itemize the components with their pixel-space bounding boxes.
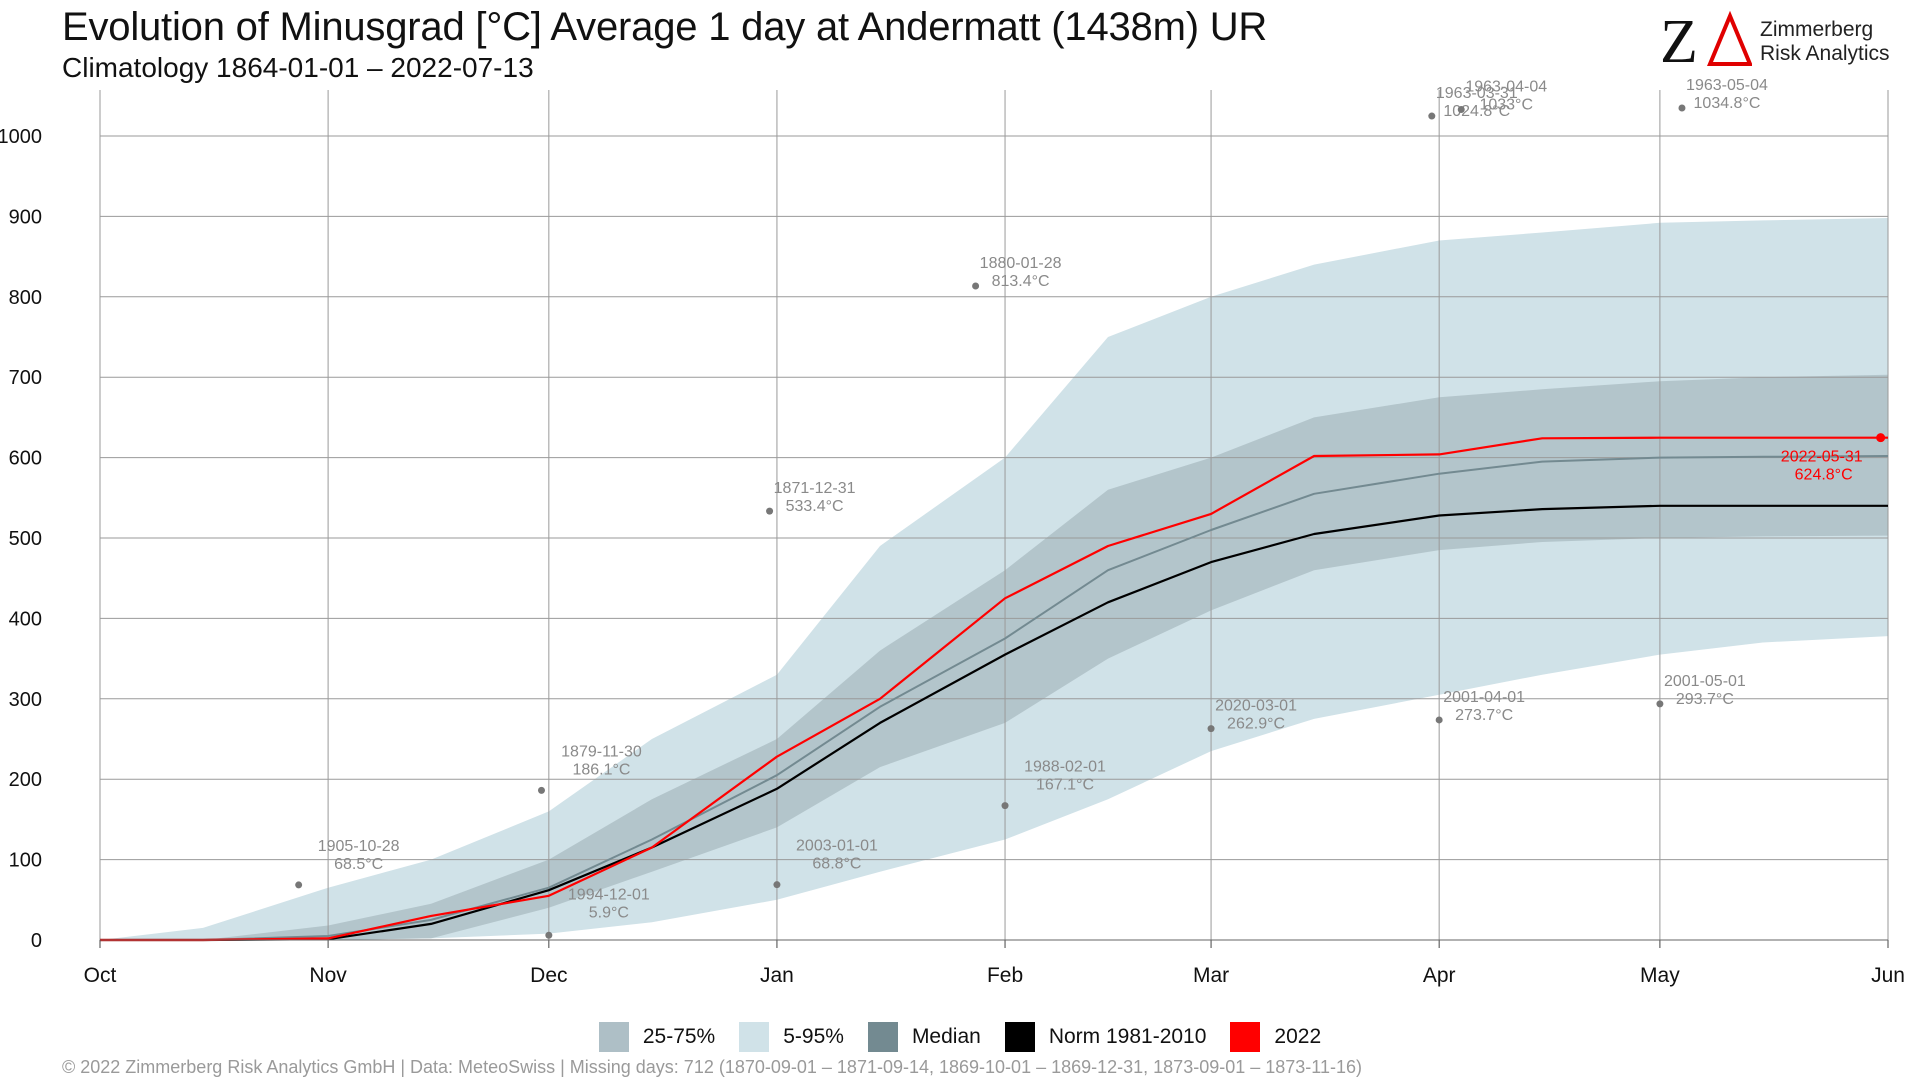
legend-item: 2022: [1230, 1022, 1321, 1052]
y-tick-label: 100: [9, 850, 42, 872]
annotation-dot: [1001, 802, 1009, 810]
x-tick-label: Feb: [987, 964, 1023, 987]
annotation-dot: [766, 507, 774, 515]
y-tick-label: 800: [9, 287, 42, 309]
annotation-value-label: 5.9°C: [589, 904, 629, 921]
annotation-value-label: 68.5°C: [334, 856, 383, 873]
x-tick-label: Jun: [1871, 964, 1905, 987]
bands-layer: [100, 218, 1888, 940]
annotation-date-label: 1963-05-04: [1686, 77, 1768, 94]
y-tick-label: 700: [9, 367, 42, 389]
legend-swatch: [739, 1022, 770, 1052]
legend-item: 5-95%: [739, 1022, 844, 1052]
axes-layer: 0 100 200 300 400 500 600 700 800 900 1000 Oct Nov De…: [0, 126, 1905, 987]
annotation-value-label: 533.4°C: [786, 498, 844, 515]
annotation-date-label: 1880-01-28: [980, 255, 1062, 272]
lines-layer: [100, 436, 1889, 942]
y-tick-label: 300: [9, 689, 42, 711]
annotation-dot: [1678, 104, 1686, 112]
annotation-date-label: 1879-11-30: [561, 743, 642, 760]
annotation-value-label: 1034.8°C: [1694, 95, 1761, 112]
logo-z-letter: Z: [1660, 8, 1698, 72]
grid-layer: [99, 90, 1889, 941]
za-logo-icon: Z: [1660, 8, 1752, 72]
legend-swatch: [1004, 1022, 1035, 1052]
legend-label: 2022: [1274, 1025, 1322, 1048]
brand-name-line2: Risk Analytics: [1760, 42, 1890, 65]
annotation-value-label: 186.1°C: [572, 761, 630, 778]
legend-swatch: [867, 1022, 898, 1052]
annotation-value-label: 262.9°C: [1227, 716, 1285, 733]
brand-logo: Z Zimmerberg Risk Analytics: [1660, 8, 1910, 72]
legend-item: Norm 1981-2010: [1004, 1022, 1207, 1052]
legend-label: 25-75%: [642, 1025, 716, 1048]
legend-swatch: [1230, 1022, 1261, 1052]
y-tick-label: 500: [9, 528, 42, 550]
y-tick-label: 0: [31, 930, 42, 952]
y-tick-label: 900: [9, 206, 42, 228]
x-tick-label: Dec: [530, 964, 567, 987]
annotation-value-label: 167.1°C: [1036, 777, 1094, 794]
annotation-date-label: 2001-05-01: [1664, 673, 1746, 690]
y-tick-label: 600: [9, 448, 42, 470]
legend-item: Median: [867, 1022, 981, 1052]
annotation-dot: [1876, 433, 1886, 443]
annotation-value-label: 293.7°C: [1676, 691, 1734, 708]
annotation-value-label: 813.4°C: [992, 273, 1050, 290]
annotation-dot: [295, 881, 303, 889]
chart-subtitle: Climatology 1864-01-01 – 2022-07-13: [62, 52, 534, 83]
annotation-date-label: 2020-03-01: [1215, 698, 1297, 715]
series-line-2022: [100, 436, 1888, 942]
annotation-date-label: 1905-10-28: [318, 838, 400, 855]
x-tick-label: Apr: [1423, 964, 1456, 987]
annotation-date-label: 2001-04-01: [1443, 689, 1525, 706]
annotation-date-label: 2022-05-31: [1781, 449, 1863, 466]
annotation-date-label: 1963-03-31: [1436, 85, 1518, 102]
legend-label: Norm 1981-2010: [1048, 1025, 1207, 1048]
annotation-dot: [545, 931, 553, 939]
chart-legend: 25-75% 5-95% Median Norm 1981-2010 2022: [0, 1022, 1920, 1052]
annotation-date-label: 1871-12-31: [774, 480, 856, 497]
annotation-date-label: 2003-01-01: [796, 838, 878, 855]
annotation-dot: [1457, 105, 1465, 113]
annotation-dot: [1428, 112, 1436, 120]
annotation-dot: [773, 881, 781, 889]
annotation-dot: [1656, 700, 1664, 708]
chart-title: Evolution of Minusgrad [°C] Average 1 da…: [62, 5, 1268, 49]
logo-delta-shape: [1707, 10, 1752, 66]
y-tick-label: 1000: [0, 126, 42, 148]
annotation-value-label: 1033°C: [1479, 96, 1533, 113]
annotation-date-label: 1988-02-01: [1024, 759, 1106, 776]
annotation-dot: [537, 786, 545, 794]
legend-label: 5-95%: [783, 1025, 844, 1048]
annotation-value-label: 68.8°C: [812, 856, 861, 873]
annotation-dot: [972, 282, 980, 290]
y-tick-label: 200: [9, 769, 42, 791]
y-tick-label: 400: [9, 608, 42, 630]
brand-name-line1: Zimmerberg: [1760, 18, 1874, 41]
x-tick-label: Oct: [84, 964, 117, 987]
legend-swatch: [598, 1022, 629, 1052]
annotation-date-label: 1994-12-01: [568, 886, 650, 903]
annotation-dot: [1207, 725, 1215, 733]
x-tick-label: Jan: [760, 964, 794, 987]
legend-label: Median: [911, 1025, 981, 1048]
annotation-date-label: 1963-04-04: [1465, 78, 1547, 95]
x-tick-label: May: [1640, 964, 1680, 987]
x-tick-label: Mar: [1193, 964, 1229, 987]
x-tick-label: Nov: [309, 964, 347, 987]
annotation-value-label: 624.8°C: [1795, 467, 1853, 484]
legend-item: 25-75%: [598, 1022, 716, 1052]
series-line-median: [100, 455, 1889, 941]
annotation-value-label: 273.7°C: [1455, 707, 1513, 724]
annotation-dot: [1435, 716, 1443, 724]
series-line-norm-1981-2010: [100, 504, 1888, 942]
footer-credit: © 2022 Zimmerberg Risk Analytics GmbH | …: [62, 1057, 1362, 1077]
